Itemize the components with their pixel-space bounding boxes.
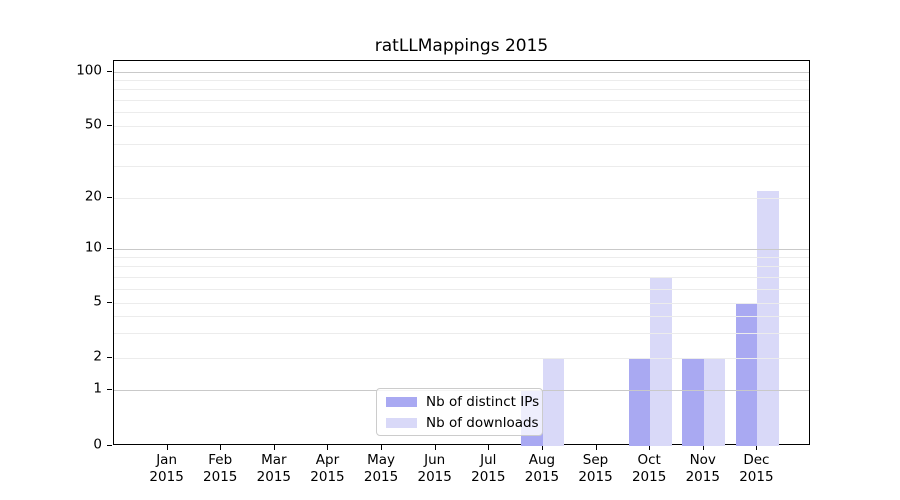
- x-tick-label-sep: Sep 2015: [568, 452, 624, 486]
- y-tick-label-50: 50: [84, 116, 102, 133]
- x-tick-year: 2015: [739, 469, 774, 485]
- x-tick-year: 2015: [524, 469, 560, 485]
- x-tick-label-apr: Apr 2015: [299, 452, 355, 486]
- legend: Nb of distinct IPs Nb of downloads: [376, 388, 543, 436]
- legend-item-downloads: Nb of downloads: [386, 414, 539, 431]
- x-tick-label-oct: Oct 2015: [621, 452, 677, 486]
- y-tick-mark-100: [107, 71, 112, 72]
- plot-area: [113, 60, 810, 446]
- x-tick-mark-jul: [488, 445, 490, 450]
- minor-gridline-30: [114, 166, 809, 168]
- x-tick-month: Aug: [528, 452, 556, 468]
- x-tick-month: Dec: [743, 452, 770, 468]
- minor-gridline-9: [114, 257, 809, 259]
- x-tick-mark-feb: [220, 445, 222, 450]
- x-tick-year: 2015: [578, 469, 613, 485]
- legend-swatch-distinct-ips-icon: [386, 396, 417, 407]
- y-tick-mark-50: [107, 125, 112, 127]
- major-gridline-10: [114, 249, 809, 251]
- ips-bar-nov: [682, 357, 704, 446]
- x-tick-year: 2015: [256, 469, 292, 485]
- y-tick-label-100: 100: [76, 62, 102, 79]
- chart-title: ratLLMappings 2015: [374, 36, 549, 56]
- y-tick-mark-10: [107, 248, 112, 250]
- downloads-bar-aug: [542, 357, 565, 446]
- x-tick-label-jul: Jul 2015: [460, 452, 516, 486]
- x-tick-mark-oct: [649, 445, 651, 450]
- x-tick-month: Jan: [156, 452, 178, 468]
- x-tick-label-feb: Feb 2015: [192, 452, 248, 486]
- minor-gridline-8: [114, 266, 809, 268]
- y-tick-mark-1: [107, 389, 112, 391]
- x-tick-label-nov: Nov 2015: [675, 452, 731, 486]
- downloads-bar-nov: [703, 357, 726, 446]
- y-tick-label-1: 1: [93, 380, 102, 397]
- minor-gridline-20: [114, 198, 809, 199]
- minor-gridline-5: [114, 302, 809, 304]
- legend-label-downloads: Nb of downloads: [426, 414, 539, 431]
- x-tick-mark-nov: [702, 445, 704, 450]
- minor-gridline-80: [114, 89, 809, 91]
- minor-gridline-2: [114, 357, 809, 359]
- y-tick-mark-0: [107, 445, 112, 446]
- y-tick-label-5: 5: [93, 292, 102, 309]
- x-tick-mark-jan: [166, 445, 168, 450]
- x-tick-label-dec: Dec 2015: [728, 452, 784, 486]
- y-tick-label-10: 10: [84, 239, 102, 256]
- x-tick-mark-aug: [541, 445, 543, 450]
- y-tick-label-2: 2: [93, 347, 102, 364]
- x-tick-month: Apr: [315, 452, 340, 468]
- x-tick-label-may: May 2015: [353, 452, 409, 486]
- x-tick-month: Feb: [208, 452, 233, 468]
- minor-gridline-40: [114, 143, 809, 145]
- x-tick-label-mar: Mar 2015: [246, 452, 302, 486]
- x-tick-year: 2015: [685, 469, 720, 485]
- x-tick-mark-dec: [756, 445, 758, 450]
- y-tick-mark-5: [107, 301, 112, 303]
- downloads-bar-dec: [757, 190, 779, 446]
- x-tick-label-jan: Jan 2015: [139, 452, 195, 486]
- legend-item-distinct-ips: Nb of distinct IPs: [386, 393, 539, 410]
- minor-gridline-90: [114, 80, 809, 82]
- minor-gridline-50: [114, 126, 809, 128]
- ips-bar-oct: [628, 357, 651, 446]
- minor-gridline-3: [114, 333, 809, 335]
- minor-gridline-7: [114, 276, 809, 278]
- x-tick-month: Sep: [582, 452, 609, 468]
- x-tick-month: May: [367, 452, 396, 468]
- x-tick-month: Jun: [424, 452, 446, 468]
- x-tick-month: Oct: [637, 452, 661, 468]
- minor-gridline-60: [114, 112, 809, 114]
- minor-gridline-6: [114, 288, 809, 290]
- x-tick-year: 2015: [363, 469, 399, 485]
- major-gridline-100: [114, 72, 809, 73]
- x-tick-mark-apr: [327, 445, 329, 450]
- legend-swatch-downloads-icon: [386, 417, 417, 428]
- x-tick-mark-jun: [434, 445, 436, 450]
- x-tick-mark-sep: [595, 445, 597, 450]
- y-tick-mark-20: [107, 197, 112, 198]
- x-tick-year: 2015: [417, 469, 452, 485]
- x-tick-mark-mar: [273, 445, 275, 450]
- x-tick-year: 2015: [310, 469, 345, 485]
- y-tick-label-20: 20: [84, 188, 102, 205]
- x-tick-label-jun: Jun 2015: [407, 452, 463, 486]
- x-tick-month: Nov: [689, 452, 716, 468]
- legend-label-distinct-ips: Nb of distinct IPs: [426, 393, 540, 410]
- x-tick-mark-may: [381, 445, 383, 450]
- x-tick-year: 2015: [471, 469, 506, 485]
- x-tick-month: Mar: [261, 452, 287, 468]
- x-tick-year: 2015: [149, 469, 184, 485]
- x-tick-year: 2015: [203, 469, 238, 485]
- y-tick-label-0: 0: [93, 436, 102, 453]
- minor-gridline-70: [114, 99, 809, 101]
- downloads-bar-oct: [650, 276, 672, 446]
- x-tick-year: 2015: [631, 469, 667, 485]
- ips-bar-dec: [735, 302, 758, 446]
- minor-gridline-4: [114, 316, 809, 318]
- x-tick-label-aug: Aug 2015: [514, 452, 570, 486]
- y-tick-mark-2: [107, 356, 112, 358]
- x-tick-month: Jul: [480, 452, 497, 468]
